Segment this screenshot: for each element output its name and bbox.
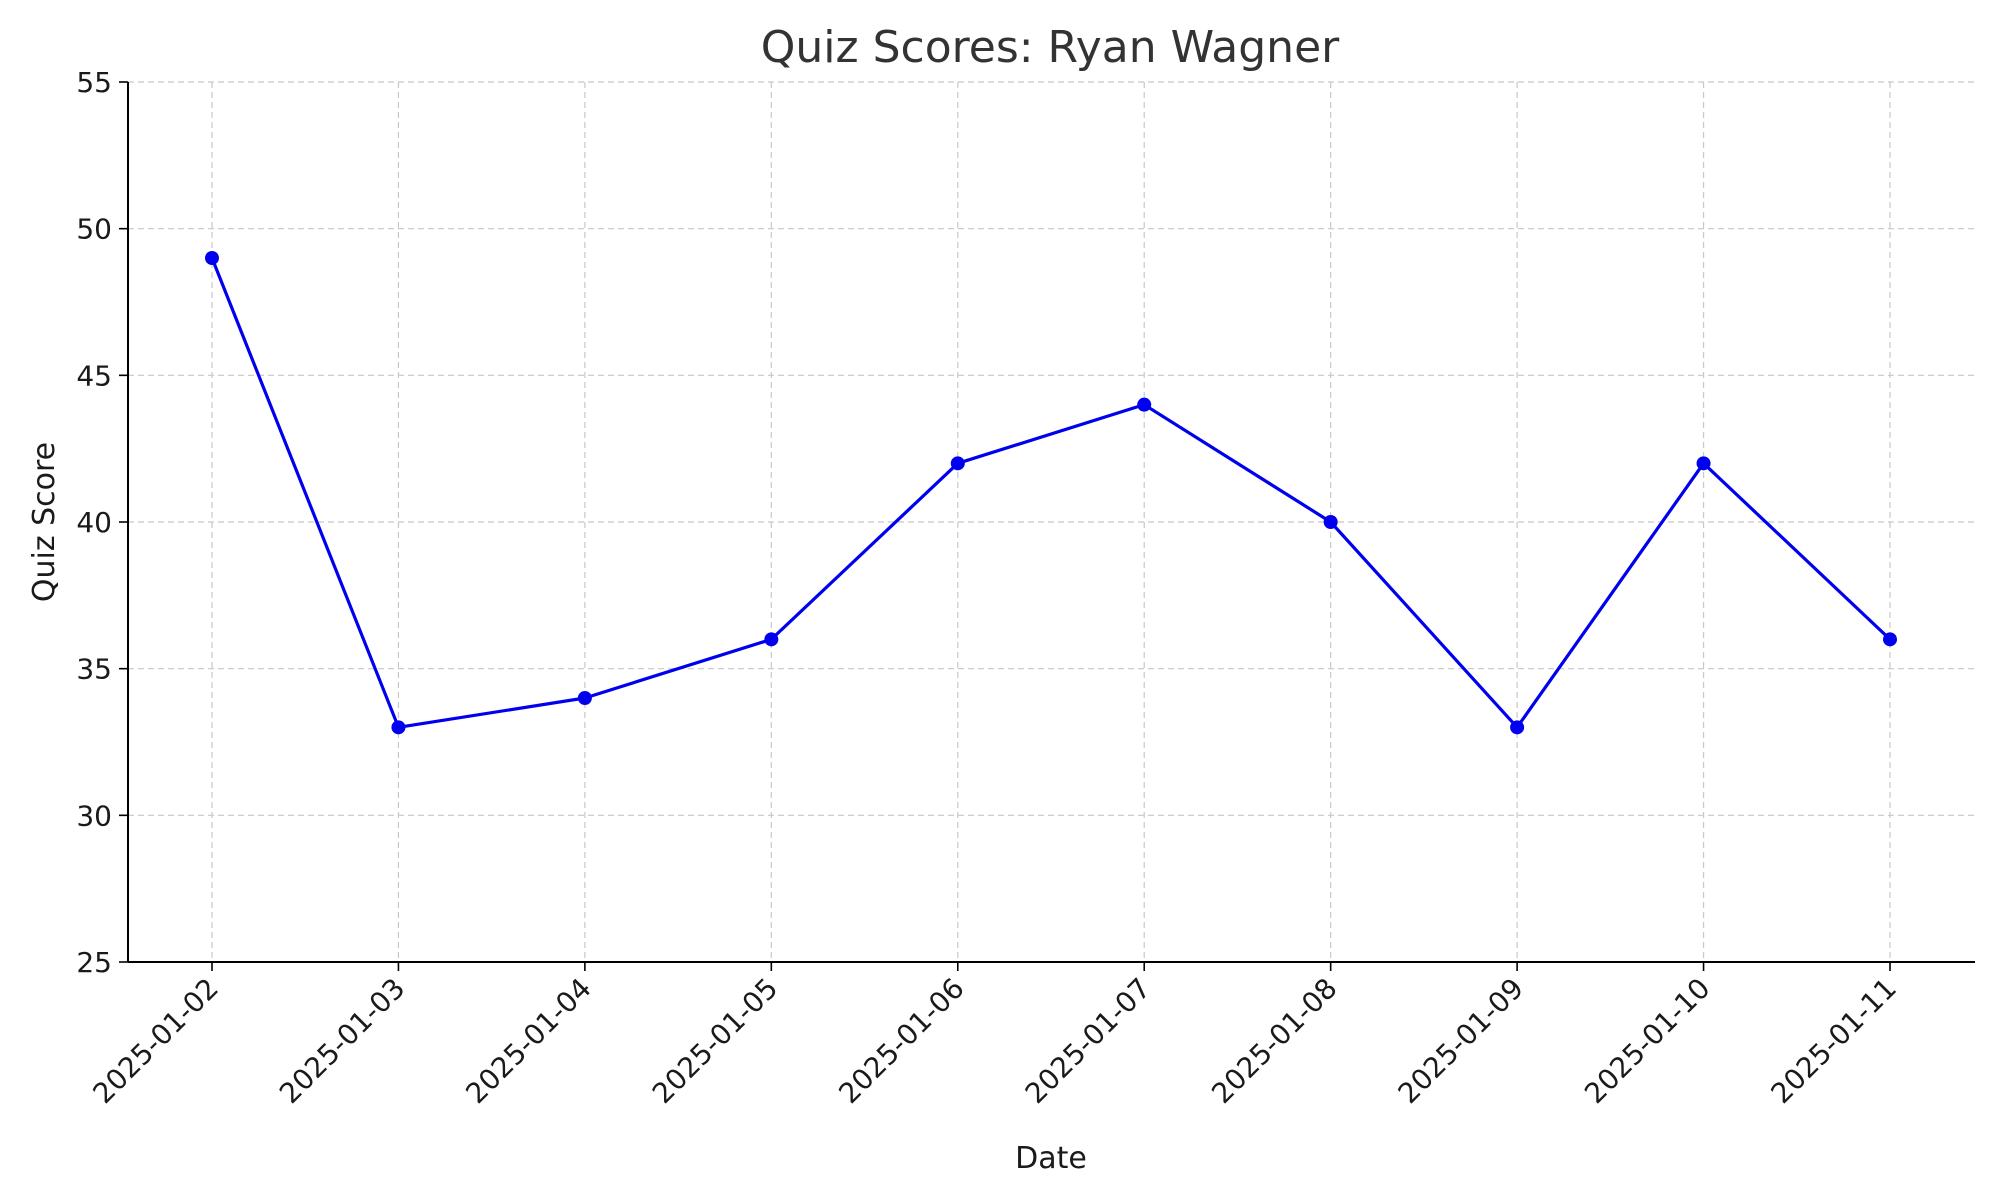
x-tick-label: 2025-01-05 — [646, 972, 784, 1110]
data-point — [391, 720, 406, 735]
x-tick-label: 2025-01-09 — [1392, 972, 1530, 1110]
tick-labels: 25 30 35 40 45 50 55 2025-01-02 2025-01-03 2025-0… — [76, 66, 1903, 1110]
data-point — [1696, 456, 1711, 471]
grid — [128, 81, 1975, 963]
y-tick-label: 45 — [76, 359, 112, 392]
y-tick-label: 30 — [76, 799, 112, 832]
x-axis-label: Date — [1015, 1141, 1087, 1176]
data-series — [205, 251, 1897, 735]
data-point — [1137, 397, 1152, 412]
data-point — [205, 251, 219, 265]
y-tick-label: 50 — [76, 213, 112, 246]
data-point — [950, 456, 965, 471]
x-tick-label: 2025-01-04 — [459, 972, 597, 1110]
y-tick-label: 40 — [76, 506, 112, 539]
series-line — [210, 257, 1892, 729]
y-tick-label: 25 — [76, 946, 112, 979]
x-tick-label: 2025-01-08 — [1205, 972, 1343, 1110]
x-tick-label: 2025-01-02 — [87, 972, 225, 1110]
chart-title: Quiz Scores: Ryan Wagner — [761, 22, 1340, 73]
data-point — [1510, 720, 1525, 735]
x-tick-label: 2025-01-10 — [1578, 972, 1716, 1110]
x-tick-label: 2025-01-03 — [273, 972, 411, 1110]
y-tick-label: 35 — [76, 653, 112, 686]
y-axis-label: Quiz Score — [27, 442, 62, 602]
data-point — [577, 691, 592, 705]
x-tick-label: 2025-01-07 — [1019, 972, 1157, 1110]
data-point — [1323, 515, 1338, 529]
x-tick-label: 2025-01-11 — [1765, 972, 1903, 1110]
data-point — [1883, 632, 1897, 647]
x-tick-label: 2025-01-06 — [832, 972, 970, 1110]
axes — [119, 81, 1975, 971]
y-tick-label: 55 — [76, 66, 112, 99]
data-point — [764, 632, 779, 647]
